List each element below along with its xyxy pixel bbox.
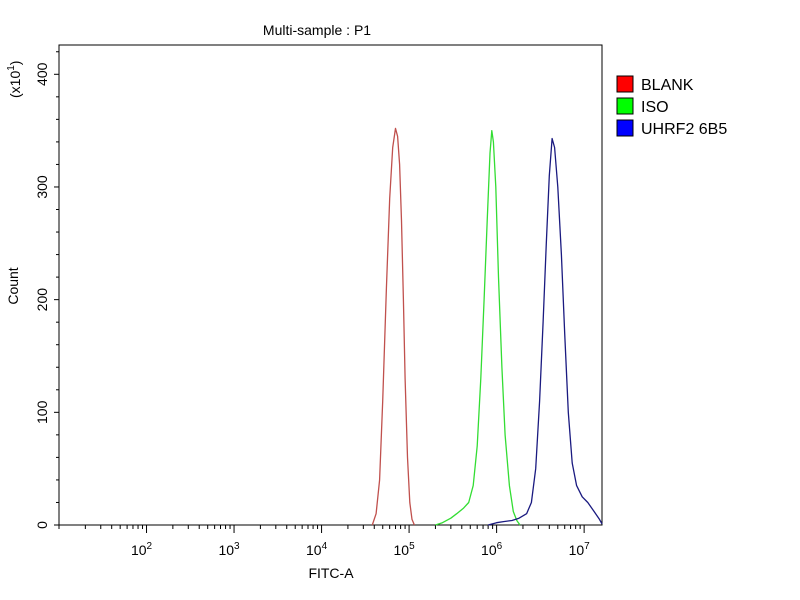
svg-text:400: 400 [34,62,50,86]
series-line-blank [371,127,415,526]
y-tick-label: 400 [34,62,50,86]
x-tick-label: 107 [569,541,591,558]
y-axis-ticks: 0 100 200 300 400 [34,51,59,529]
x-axis-label: FITC-A [308,565,354,581]
legend-label: ISO [641,99,669,116]
series-lines [371,127,603,526]
plot-frame [58,44,603,526]
chart-title: Multi-sample : P1 [263,22,371,38]
y-axis-multiplier: (x101) [6,61,23,98]
y-tick-label: 100 [34,400,50,424]
y-axis-label: Count [5,267,21,304]
x-tick-label: 103 [218,541,240,558]
x-tick-label: 105 [394,541,416,558]
legend-label: UHRF2 6B5 [641,121,727,138]
series-line-uhrf2-6b5 [487,137,603,526]
svg-text:300: 300 [34,175,50,199]
svg-text:(x101): (x101) [6,61,23,98]
legend-label: BLANK [641,77,694,94]
y-tick-label: 200 [34,288,50,312]
svg-text:Count: Count [5,267,21,304]
svg-text:0: 0 [34,521,50,529]
x-tick-label: 102 [131,541,153,558]
legend-swatch [616,119,634,137]
y-tick-label: 300 [34,175,50,199]
legend: BLANK ISO UHRF2 6B5 [616,75,727,138]
legend-swatch [616,75,634,93]
x-tick-label: 106 [481,541,503,558]
y-tick-label: 0 [34,521,50,529]
series-line-iso [435,129,521,526]
svg-text:100: 100 [34,400,50,424]
x-tick-label: 104 [306,541,328,558]
x-axis-ticks: 102 103 104 105 106 107 [58,525,591,558]
svg-text:200: 200 [34,288,50,312]
legend-swatch [616,97,634,115]
